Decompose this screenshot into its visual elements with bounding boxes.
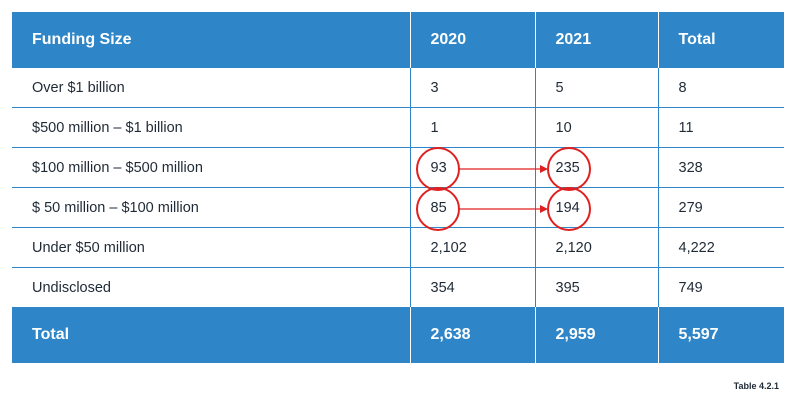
header-total: Total xyxy=(657,12,784,68)
row-label: Under $50 million xyxy=(12,227,410,268)
header-2020: 2020 xyxy=(409,12,535,68)
table-row: $500 million – $1 billion 1 10 11 xyxy=(12,107,784,148)
cell-2020: 85 xyxy=(409,187,535,228)
cell-2020: 93 xyxy=(409,147,535,188)
row-label: $100 million – $500 million xyxy=(12,147,410,188)
total-2021: 2,959 xyxy=(534,307,658,363)
header-row: Funding Size 2020 2021 Total xyxy=(12,12,784,68)
cell-2021: 395 xyxy=(534,267,658,307)
table-row: Undisclosed 354 395 749 xyxy=(12,267,784,307)
cell-2020: 3 xyxy=(409,68,535,108)
cell-2020: 1 xyxy=(409,107,535,148)
table-row: Under $50 million 2,102 2,120 4,222 xyxy=(12,227,784,268)
table-caption: Table 4.2.1 xyxy=(733,381,779,391)
table-row: $ 50 million – $100 million 85 194 279 xyxy=(12,187,784,228)
cell-2021: 5 xyxy=(534,68,658,108)
total-row: Total 2,638 2,959 5,597 xyxy=(12,307,784,363)
table-body: Over $1 billion 3 5 8 $500 million – $1 … xyxy=(12,68,784,307)
cell-2020: 2,102 xyxy=(409,227,535,268)
cell-2021: 2,120 xyxy=(534,227,658,268)
total-2020: 2,638 xyxy=(409,307,535,363)
total-total: 5,597 xyxy=(657,307,784,363)
cell-2020: 354 xyxy=(409,267,535,307)
row-label: $ 50 million – $100 million xyxy=(12,187,410,228)
cell-total: 11 xyxy=(657,107,784,148)
cell-2021: 194 xyxy=(534,187,658,228)
funding-size-table: Funding Size 2020 2021 Total Over $1 bil… xyxy=(12,12,784,363)
cell-total: 328 xyxy=(657,147,784,188)
funding-table-container: Funding Size 2020 2021 Total Over $1 bil… xyxy=(12,12,784,363)
row-label: Over $1 billion xyxy=(12,68,410,108)
table-footer: Total 2,638 2,959 5,597 xyxy=(12,307,784,363)
row-label: $500 million – $1 billion xyxy=(12,107,410,148)
table-header: Funding Size 2020 2021 Total xyxy=(12,12,784,68)
cell-2021: 10 xyxy=(534,107,658,148)
header-funding-size: Funding Size xyxy=(12,12,410,68)
cell-total: 279 xyxy=(657,187,784,228)
total-label: Total xyxy=(12,307,410,363)
row-label: Undisclosed xyxy=(12,267,410,307)
table-row: Over $1 billion 3 5 8 xyxy=(12,68,784,108)
cell-total: 8 xyxy=(657,68,784,108)
header-2021: 2021 xyxy=(534,12,658,68)
cell-total: 4,222 xyxy=(657,227,784,268)
table-row: $100 million – $500 million 93 235 328 xyxy=(12,147,784,188)
cell-2021: 235 xyxy=(534,147,658,188)
cell-total: 749 xyxy=(657,267,784,307)
